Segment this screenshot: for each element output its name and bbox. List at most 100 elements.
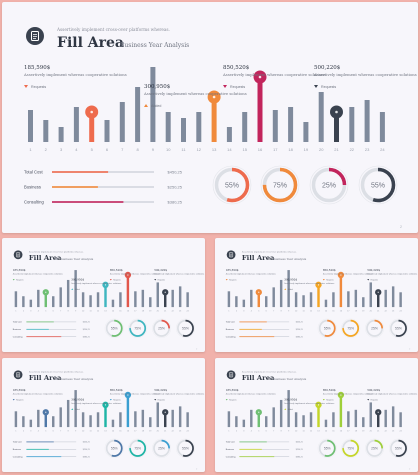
bar-label: 11: [303, 431, 305, 433]
metric-row: Business $250,25: [226, 448, 303, 451]
bar: [227, 411, 231, 428]
bar-label: 7: [273, 431, 274, 433]
metric-value: $450,25: [83, 322, 90, 324]
highlight-marker[interactable]: [330, 105, 343, 119]
page-subtitle: Business Year Analysis: [273, 377, 307, 381]
bar: [279, 279, 283, 308]
thumbnail-slide-2[interactable]: Assertively implement cross-over platfor…: [215, 238, 418, 352]
bar-label: 15: [332, 431, 334, 433]
annotation-text: Assertively implement whereas cooperativ…: [12, 393, 63, 396]
bar: [354, 409, 358, 428]
highlight-marker[interactable]: [124, 391, 132, 399]
donut-fill: [342, 319, 360, 337]
bar: [347, 291, 350, 308]
metric-value: $250,25: [296, 329, 303, 331]
donut-chart: 55%: [104, 318, 124, 338]
main-slide[interactable]: Assertively implement cross-over platfor…: [2, 2, 418, 233]
metric-label: Business: [226, 329, 234, 331]
highlight-marker[interactable]: [42, 289, 49, 296]
bar: [211, 97, 217, 142]
page-subtitle: Business Year Analysis: [60, 257, 94, 261]
highlight-marker[interactable]: [255, 409, 262, 416]
bar: [66, 279, 70, 308]
bar: [149, 417, 152, 428]
bar-label: 9: [288, 311, 289, 313]
bar: [339, 275, 343, 308]
donut-fill: [153, 319, 170, 337]
donut-label: 55%: [182, 447, 189, 451]
bar-label: 6: [266, 311, 267, 313]
bar: [66, 399, 70, 428]
highlight-marker[interactable]: [337, 391, 345, 399]
bar-label: 18: [142, 311, 144, 313]
annotation: 300,950$Assertively implement whereas co…: [283, 397, 334, 410]
bar-label: 18: [355, 311, 357, 313]
highlight-marker[interactable]: [337, 271, 345, 279]
bar-label: 3: [60, 147, 63, 152]
triangle-up-icon: [71, 288, 74, 290]
annotation: 500,220$Assertively implement whereas co…: [153, 388, 204, 401]
slide-number: 2: [409, 349, 410, 351]
highlight-marker[interactable]: [85, 105, 99, 119]
metric-row: Total Cost $450,25: [24, 170, 183, 175]
page-title: Fill Area: [57, 35, 124, 51]
bar-label: 14: [112, 311, 115, 313]
highlight-marker[interactable]: [253, 70, 267, 84]
bar: [126, 275, 130, 308]
metric-value: $380,25: [296, 456, 303, 458]
bar-label: 18: [288, 147, 293, 152]
bar-label: 9: [288, 431, 289, 433]
bar-label: 7: [60, 311, 61, 313]
donut-label: 75%: [134, 327, 141, 331]
highlight-marker[interactable]: [42, 409, 49, 416]
bar: [44, 292, 47, 308]
bar-label: 7: [273, 311, 274, 313]
bar-label: 11: [90, 431, 92, 433]
bar: [22, 296, 25, 308]
donut-fill: [360, 167, 396, 203]
bar-label: 12: [310, 431, 312, 433]
bar: [317, 404, 320, 428]
bar-label: 9: [75, 311, 76, 313]
highlight-marker[interactable]: [102, 281, 109, 289]
metric-label: Business: [226, 449, 234, 451]
donut-fill: [262, 167, 298, 203]
bar-label: 24: [187, 311, 190, 313]
metric-fill: [26, 328, 49, 330]
bar-label: 21: [377, 311, 379, 313]
highlight-marker[interactable]: [315, 401, 322, 409]
bar-label: 19: [149, 431, 151, 433]
metric-row: Business $250,25: [13, 448, 90, 451]
highlight-marker[interactable]: [162, 289, 169, 296]
annotation-value: 500,220$: [314, 65, 341, 71]
thumbnail-slide-4[interactable]: Assertively implement cross-over platfor…: [215, 358, 418, 472]
bar: [377, 292, 380, 308]
donut-fill: [177, 439, 194, 457]
donut-chart: 55%: [389, 318, 408, 338]
highlight-marker[interactable]: [124, 271, 132, 279]
bar-label: 8: [136, 147, 139, 152]
bar: [354, 289, 358, 308]
metric-label: Business: [24, 185, 41, 190]
donut-label: 75%: [134, 447, 141, 451]
annotation-text: Assertively implement whereas cooperativ…: [109, 393, 160, 396]
triangle-down-icon: [12, 398, 15, 401]
annotation-value: 300,950$: [284, 277, 297, 281]
bar: [96, 412, 100, 428]
annotation-tag: Requests: [326, 278, 333, 281]
highlight-marker[interactable]: [375, 409, 382, 416]
bar: [37, 289, 40, 308]
highlight-marker[interactable]: [162, 409, 169, 416]
highlight-marker[interactable]: [315, 281, 322, 289]
bar: [279, 399, 283, 428]
bar-label: 1: [29, 147, 32, 152]
slide-number: 2: [400, 225, 402, 229]
highlight-marker[interactable]: [255, 289, 262, 296]
metric-label: Consulting: [13, 455, 23, 458]
highlight-marker[interactable]: [102, 401, 109, 409]
bar: [150, 67, 156, 142]
highlight-marker[interactable]: [207, 90, 221, 104]
thumbnail-slide-1[interactable]: Assertively implement cross-over platfor…: [2, 238, 205, 352]
highlight-marker[interactable]: [375, 289, 382, 296]
thumbnail-slide-3[interactable]: Assertively implement cross-over platfor…: [2, 358, 205, 472]
